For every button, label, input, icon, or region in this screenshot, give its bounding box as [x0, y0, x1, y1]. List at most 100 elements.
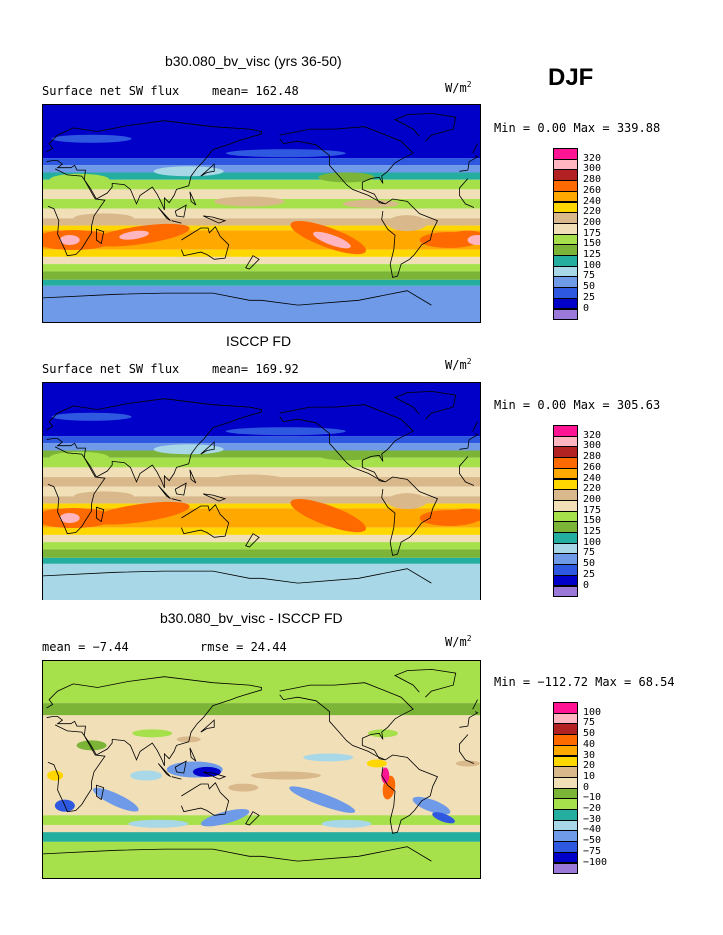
field-blob	[366, 759, 387, 768]
colorbar-label: 25	[583, 291, 596, 303]
panel-1-title: b30.080_bv_visc (yrs 36-50)	[165, 53, 342, 69]
field-blob	[214, 474, 285, 485]
coastline	[459, 725, 468, 728]
coastline	[458, 456, 475, 486]
field-blob	[49, 173, 110, 186]
field-band	[43, 165, 480, 173]
colorbar-label: 260	[583, 184, 602, 196]
field-band	[43, 832, 480, 842]
field-blob	[214, 196, 285, 207]
colorbar-label: −50	[583, 835, 602, 847]
field-band	[43, 295, 480, 322]
colorbar-label: 150	[583, 515, 602, 527]
field-band	[43, 189, 480, 200]
colorbar-label: 125	[583, 249, 602, 260]
field-blob	[73, 491, 134, 502]
coastline	[43, 848, 262, 857]
field-blob	[381, 767, 390, 784]
field-blob	[192, 766, 221, 777]
coastline	[458, 178, 475, 208]
field-blob	[200, 809, 250, 827]
field-band	[43, 503, 480, 509]
coastline	[472, 699, 478, 710]
field-blob	[225, 149, 346, 158]
colorbar-label: 100	[583, 536, 602, 548]
panel-3-title: b30.080_bv_visc - ISCCP FD	[160, 610, 343, 626]
field-band	[43, 450, 480, 458]
coastline	[279, 126, 414, 205]
colorbar-label: 125	[583, 526, 602, 537]
field-blob	[228, 783, 259, 792]
field-band	[43, 496, 480, 504]
colorbar-label: 240	[583, 472, 602, 484]
colorbar-label: 10	[583, 770, 596, 782]
coastline	[96, 228, 105, 245]
field-band	[43, 249, 480, 257]
field-blob	[153, 444, 224, 455]
field-band	[43, 549, 480, 558]
map-svg	[43, 105, 480, 322]
field-band	[43, 467, 480, 478]
coastline	[200, 441, 215, 455]
panel-3-units: W/m2	[445, 634, 472, 649]
field-band	[43, 271, 480, 280]
coastline	[96, 784, 105, 801]
field-band	[43, 279, 480, 286]
panel-1-subtitle: Surface net SW flux	[42, 84, 180, 98]
field-blob	[455, 760, 480, 767]
coastline	[47, 446, 106, 535]
field-band	[43, 853, 480, 878]
colorbar-label: 40	[583, 738, 596, 750]
field-blob	[51, 134, 132, 143]
colorbar-label: 100	[583, 706, 602, 718]
coastline	[189, 747, 197, 762]
colorbar-label: 50	[583, 728, 596, 740]
field-blob	[51, 412, 132, 421]
colorbar-label: −30	[583, 813, 602, 825]
panel-1-minmax: Min = 0.00 Max = 339.88	[494, 121, 661, 135]
coastline	[472, 143, 478, 154]
coastline	[181, 782, 230, 816]
coastline	[394, 668, 457, 698]
field-blob	[59, 235, 80, 246]
coastline	[157, 207, 171, 222]
units-base: W/m	[445, 81, 467, 95]
coastline	[459, 169, 468, 172]
coastline	[381, 476, 439, 556]
coastline	[174, 760, 187, 774]
panel-1-colorbar: 320 300 280 260 240 220 200 175 150 125 100 75 50 25 0	[553, 148, 623, 321]
field-blob	[387, 493, 428, 510]
coastline	[181, 226, 230, 260]
colorbar-label: 220	[583, 483, 602, 495]
coastline	[245, 255, 260, 270]
units-sup: 2	[466, 357, 472, 366]
coastline	[203, 493, 227, 502]
field-band	[43, 703, 480, 716]
coastline	[46, 398, 262, 489]
field-blob	[93, 787, 139, 812]
field-band	[43, 661, 480, 704]
colorbar-label: 30	[583, 749, 596, 761]
coastline	[181, 504, 230, 538]
coastlines	[43, 390, 479, 584]
coastline	[157, 485, 171, 500]
field-blob	[49, 451, 110, 464]
coastline	[200, 719, 215, 733]
coastline	[279, 404, 414, 483]
field-blob	[321, 819, 372, 828]
panel-2-units: W/m2	[445, 357, 472, 372]
coastline	[47, 724, 106, 813]
coastlines	[43, 112, 479, 306]
field-band	[43, 527, 480, 535]
panel-2-title: ISCCP FD	[226, 333, 292, 349]
field-blob	[47, 770, 64, 781]
coastline	[467, 155, 479, 171]
colorbar-label: 75	[583, 547, 596, 559]
field-blob	[318, 172, 375, 183]
colorbar-label: 50	[583, 558, 596, 570]
field-band	[43, 563, 480, 574]
coastline	[174, 482, 187, 496]
colorbar-label: 200	[583, 216, 602, 228]
field-band	[43, 172, 480, 180]
field-band	[43, 573, 480, 600]
